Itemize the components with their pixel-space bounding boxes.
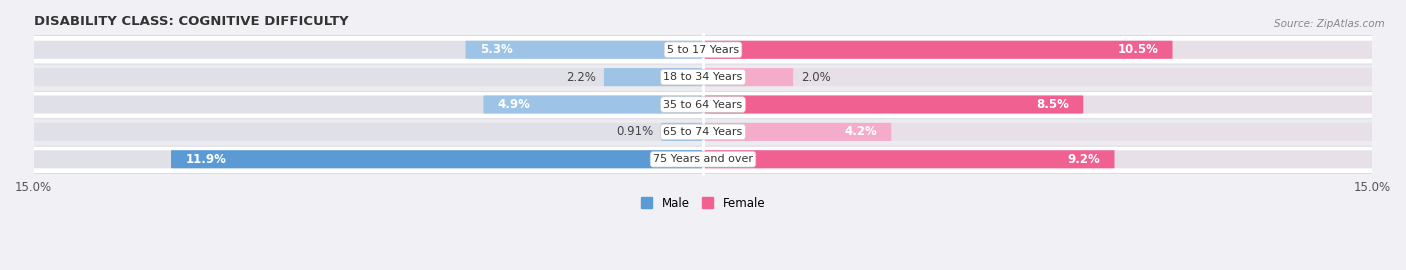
FancyBboxPatch shape xyxy=(32,150,704,168)
Text: 2.0%: 2.0% xyxy=(801,71,831,84)
FancyBboxPatch shape xyxy=(32,90,1374,119)
Text: 4.9%: 4.9% xyxy=(498,98,530,111)
Text: 8.5%: 8.5% xyxy=(1036,98,1069,111)
FancyBboxPatch shape xyxy=(32,145,1374,174)
FancyBboxPatch shape xyxy=(702,150,1115,168)
FancyBboxPatch shape xyxy=(605,68,704,86)
Text: 65 to 74 Years: 65 to 74 Years xyxy=(664,127,742,137)
FancyBboxPatch shape xyxy=(32,123,704,141)
FancyBboxPatch shape xyxy=(702,150,1374,168)
FancyBboxPatch shape xyxy=(32,96,704,114)
FancyBboxPatch shape xyxy=(702,41,1374,59)
FancyBboxPatch shape xyxy=(702,96,1083,114)
FancyBboxPatch shape xyxy=(32,118,1374,146)
FancyBboxPatch shape xyxy=(702,68,793,86)
Text: 35 to 64 Years: 35 to 64 Years xyxy=(664,100,742,110)
FancyBboxPatch shape xyxy=(465,41,704,59)
Text: 10.5%: 10.5% xyxy=(1118,43,1159,56)
FancyBboxPatch shape xyxy=(32,36,1374,64)
Text: 11.9%: 11.9% xyxy=(186,153,226,166)
Text: 5.3%: 5.3% xyxy=(479,43,513,56)
Text: 4.2%: 4.2% xyxy=(845,125,877,139)
FancyBboxPatch shape xyxy=(702,41,1173,59)
Text: 9.2%: 9.2% xyxy=(1067,153,1101,166)
FancyBboxPatch shape xyxy=(484,96,704,114)
Text: 75 Years and over: 75 Years and over xyxy=(652,154,754,164)
Text: 2.2%: 2.2% xyxy=(567,71,596,84)
Text: 18 to 34 Years: 18 to 34 Years xyxy=(664,72,742,82)
Text: 0.91%: 0.91% xyxy=(616,125,654,139)
FancyBboxPatch shape xyxy=(702,68,1374,86)
FancyBboxPatch shape xyxy=(702,96,1374,114)
FancyBboxPatch shape xyxy=(172,150,704,168)
FancyBboxPatch shape xyxy=(32,63,1374,91)
FancyBboxPatch shape xyxy=(702,123,891,141)
Text: Source: ZipAtlas.com: Source: ZipAtlas.com xyxy=(1274,19,1385,29)
FancyBboxPatch shape xyxy=(32,41,704,59)
FancyBboxPatch shape xyxy=(702,123,1374,141)
FancyBboxPatch shape xyxy=(32,68,704,86)
Text: DISABILITY CLASS: COGNITIVE DIFFICULTY: DISABILITY CLASS: COGNITIVE DIFFICULTY xyxy=(34,15,349,28)
FancyBboxPatch shape xyxy=(661,123,704,141)
Text: 5 to 17 Years: 5 to 17 Years xyxy=(666,45,740,55)
Legend: Male, Female: Male, Female xyxy=(641,197,765,210)
